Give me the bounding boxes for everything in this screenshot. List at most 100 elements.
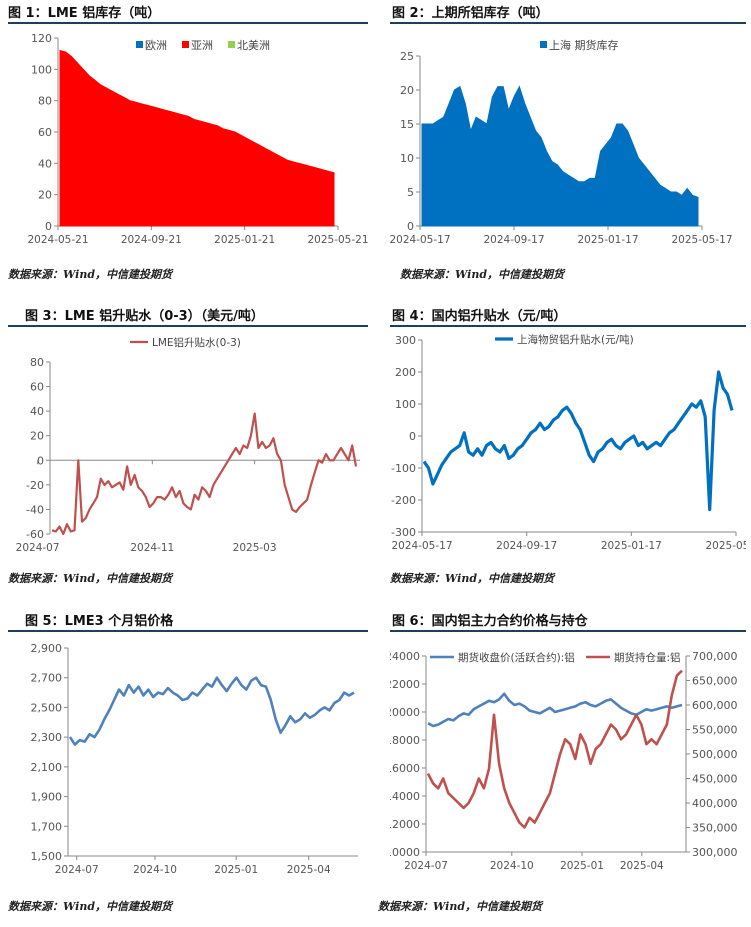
series-line-1 [426,669,683,829]
chart-background [8,636,368,886]
y-right-tick-label: 650,000 [692,675,738,688]
figure-3-rule [8,325,368,327]
y-tick-label: 80 [38,95,52,108]
series-area-1 [59,49,335,227]
y-tick-label: 100 [31,63,52,76]
x-tick-label: 2025-05-17 [671,234,732,246]
y-tick-label: 22000 [390,678,420,691]
y-tick-label: -300 [391,526,416,539]
x-tick-label: 2024-07 [55,864,99,876]
x-tick-label: 2025-04 [287,864,331,876]
x-tick-label: 2024-05-21 [27,234,88,246]
chart-lme-aluminum-inventory: 0 20 40 60 80 100 120 2024-05-21 2024-09-21 2025-… [8,26,368,261]
x-tick-label: 2024-11 [130,542,174,554]
legend-swatch-0 [540,41,547,48]
y-tick-label: 14000 [390,790,420,803]
figure-5-source: 数据来源：Wind，中信建投期货 [8,900,173,913]
figure-6-title: 图 6：国内铝主力合约价格与持仓 [392,614,588,629]
figure-3-source: 数据来源：Wind，中信建投期货 [8,572,173,585]
x-tick-label: 2024-07 [404,860,448,872]
y-tick-label: 200 [395,366,416,379]
x-tick-label: 2025-05-21 [307,234,368,246]
figure-4-title: 图 4：国内铝升贴水（元/吨） [392,309,567,324]
y-tick-label: 120 [31,32,52,45]
figure-2-source: 数据来源：Wind，中信建投期货 [400,268,565,281]
x-tick-label: 2024-10 [133,864,177,876]
y-right-tick-label: 700,000 [692,650,738,663]
legend-label-0: 上海 期货库存 [549,38,619,52]
figure-2-rule [390,22,746,24]
y-tick-label: 20 [30,430,44,443]
legend-label-1: 亚洲 [191,39,213,52]
chart-lme3m-aluminum-price: 1,500 1,700 1,900 2,100 2,300 2,500 2,700 2,900… [8,636,368,886]
y-tick-label: 300 [395,334,416,347]
x-tick-label: 2024-10 [490,860,534,872]
legend-swatch-0 [136,41,143,48]
legend-label-0: 欧洲 [145,39,167,52]
y-tick-label: 40 [38,157,52,170]
y-tick-label: 15 [400,118,414,131]
figure-4-rule [390,325,746,327]
x-tick-label: 2025-01-21 [214,234,275,246]
figure-6-rule [390,630,746,632]
figure-3-title: 图 3：LME 铝升贴水（0-3）（美元/吨） [25,309,264,324]
x-tick-label: 2025-05-17 [705,540,746,552]
y-right-tick-label: 550,000 [692,724,738,737]
y-tick-label: 2,100 [31,761,63,774]
y-tick-label: 40 [30,405,44,418]
y-tick-label: 25 [400,50,414,63]
series-line-0 [422,370,734,512]
figure-1-source: 数据来源：Wind，中信建投期货 [8,268,173,281]
figure-5-title: 图 5：LME3 个月铝价格 [25,614,174,629]
y-tick-label: 20000 [390,706,420,719]
y-tick-label: 2,300 [31,731,63,744]
y-tick-label: 2,500 [31,701,63,714]
y-tick-label: 10 [400,152,414,165]
series-line-0 [68,676,355,746]
y-tick-label: -100 [391,462,416,475]
y-tick-label: 20 [400,84,414,97]
y-right-tick-label: 400,000 [692,797,738,810]
y-tick-label: -60 [26,528,44,541]
y-tick-label: 18000 [390,734,420,747]
figure-1-title: 图 1：LME 铝库存（吨） [8,6,161,21]
y-right-tick-label: 450,000 [692,773,738,786]
chart-background [390,330,746,562]
chart-shfe-aluminum-inventory: 0 5 10 15 20 25 2024-05-17 2024-09-17 2025-01-17… [390,26,746,261]
x-tick-label: 2025-01-17 [601,540,662,552]
y-tick-label: 20 [38,189,52,202]
x-tick-label: 2025-01 [560,860,604,872]
y-tick-label: 0 [37,454,44,467]
y-right-tick-label: 500,000 [692,748,738,761]
legend-swatch-1 [182,41,189,48]
legend-label-2: 北美洲 [237,39,270,52]
x-tick-label: 2024-05-17 [390,234,451,246]
legend-label-0: 上海物贸铝升贴水(元/吨) [517,333,634,346]
chart-background [8,330,368,562]
y-tick-label: 100 [395,398,416,411]
series-area-0 [421,85,699,227]
y-right-tick-label: 600,000 [692,699,738,712]
y-tick-label: 0 [45,220,52,233]
x-tick-label: 2024-07 [16,542,60,554]
chart-background [390,636,746,886]
y-tick-label: 2,700 [31,672,63,685]
y-tick-label: 60 [38,126,52,139]
x-tick-label: 2025-01 [214,864,258,876]
x-tick-label: 2025-01-17 [577,234,638,246]
x-tick-label: 2024-09-17 [483,234,544,246]
chart-lme-aluminum-spread: -60 -40 -20 0 20 40 60 80 2024-07 2024-11 2025-03 L… [8,330,368,562]
series-line-0 [427,692,683,728]
y-tick-label: 0 [409,430,416,443]
legend-label-1: 期货持仓量:铝 [614,651,681,664]
y-tick-label: 10000 [390,846,420,859]
y-tick-label: 1,500 [31,850,63,863]
y-tick-label: 1,900 [31,791,63,804]
y-tick-label: 24000 [390,650,420,663]
x-tick-label: 2024-05-17 [391,540,452,552]
y-tick-label: 5 [407,186,414,199]
chart-domestic-aluminum-spread: -300 -200 -100 0 100 200 300 2024-05-17 2024-09-… [390,330,746,562]
figure-6-source: 数据来源：Wind，中信建投期货 [378,900,543,913]
figure-1-rule [8,22,368,24]
y-tick-label: 16000 [390,762,420,775]
